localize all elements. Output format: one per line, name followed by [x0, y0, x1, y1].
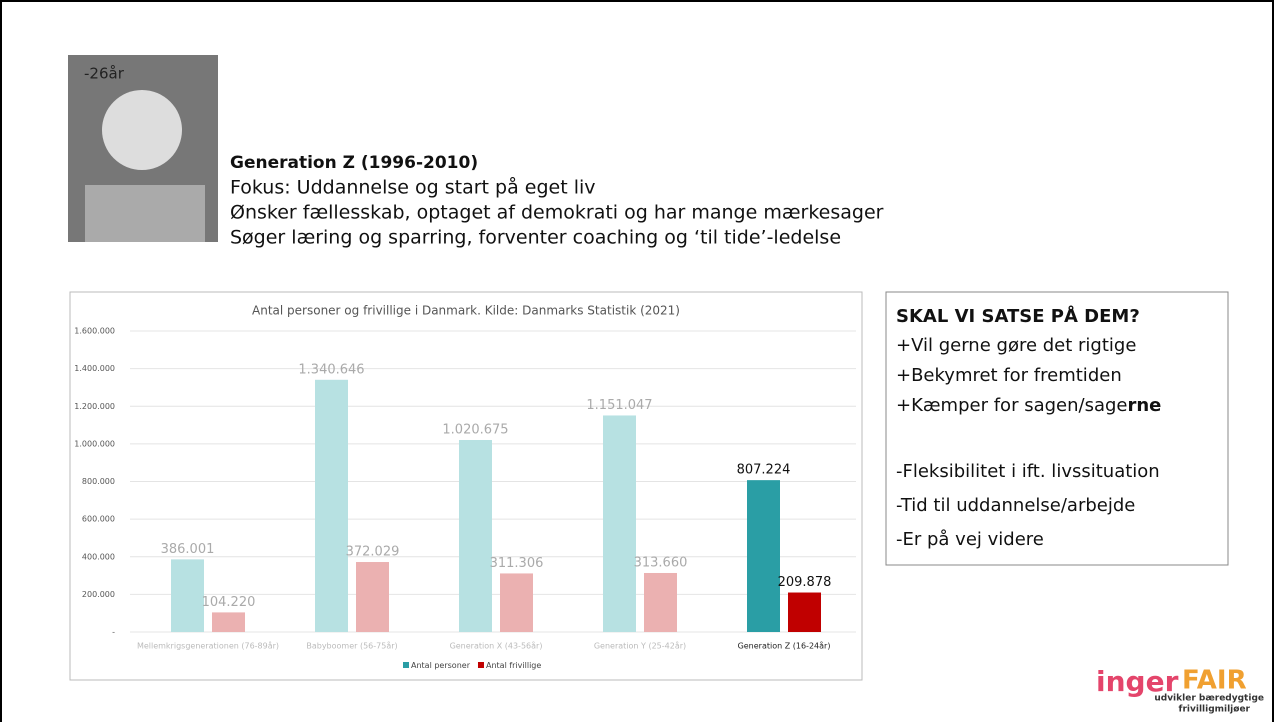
value-label: 311.306: [490, 556, 544, 571]
bar: [459, 439, 492, 632]
y-tick-label: 1.000.000: [74, 439, 115, 448]
y-tick-label: 1.200.000: [74, 402, 115, 411]
y-tick-label: 600.000: [82, 515, 115, 524]
photo-face: [102, 90, 182, 170]
value-label: 1.340.646: [298, 362, 364, 377]
legend-label: Antal frivillige: [486, 661, 541, 670]
value-label: 209.878: [778, 575, 832, 590]
legend-label: Antal personer: [411, 661, 471, 670]
value-label: 386.001: [161, 542, 215, 557]
pro-text: +Kæmper for sagen/sage: [896, 395, 1127, 416]
x-tick-label: Babyboomer (56-75år): [306, 641, 397, 651]
y-tick-label: -: [112, 628, 115, 637]
con-line: -Er på vej videre: [896, 529, 1044, 550]
photo-caption: -26år: [84, 65, 125, 83]
value-label: 1.020.675: [442, 422, 508, 437]
body-line: Fokus: Uddannelse og start på eget liv: [230, 176, 596, 199]
value-label: 104.220: [202, 595, 256, 610]
y-tick-label: 200.000: [82, 590, 115, 599]
body-line: Søger læring og sparring, forventer coac…: [230, 227, 841, 249]
bar: [788, 592, 821, 632]
logo-tagline: udvikler bæredygtige: [1154, 694, 1264, 704]
value-label: 313.660: [634, 555, 688, 570]
y-tick-label: 1.400.000: [74, 364, 115, 373]
textbox: [885, 291, 1229, 566]
photo-body: [85, 185, 205, 242]
y-tick-label: 1.600.000: [74, 327, 115, 336]
bar: [603, 415, 636, 632]
body-line: Ønsker fællesskab, optaget af demokrati …: [230, 202, 884, 224]
bar: [356, 562, 389, 632]
pro-line: +Kæmper for sagen/sagerne: [896, 395, 1161, 416]
bar: [212, 612, 245, 632]
chart: - 200.000 400.000 600.000 800.000 1.000.000 1.…: [74, 327, 856, 670]
bar: [747, 480, 780, 632]
x-tick-label: Generation X (43-56år): [450, 641, 543, 651]
con-line: -Tid til uddannelse/arbejde: [896, 495, 1135, 516]
value-label: 807.224: [737, 463, 791, 478]
x-tick-label: Generation Z (16-24år): [738, 641, 831, 651]
pro-line: +Bekymret for fremtiden: [896, 365, 1122, 386]
bar: [171, 559, 204, 632]
bar: [500, 573, 533, 632]
logo-word: inger: [1096, 665, 1179, 698]
textbox-heading: SKAL VI SATSE PÅ DEM?: [896, 304, 1140, 327]
value-label: 372.029: [346, 545, 400, 560]
pro-line: +Vil gerne gøre det rigtige: [896, 335, 1136, 356]
heading: Generation Z (1996-2010): [230, 153, 478, 173]
bar: [644, 572, 677, 632]
pro-bold: rne: [1127, 395, 1161, 416]
y-tick-label: 400.000: [82, 552, 115, 561]
value-label: 1.151.047: [586, 398, 652, 413]
logo-tagline: frivilligmiljøer: [1179, 705, 1251, 715]
chart-title: Antal personer og frivillige i Danmark. …: [252, 304, 680, 318]
bar: [315, 379, 348, 632]
x-tick-label: Generation Y (25-42år): [594, 641, 686, 651]
con-line: -Fleksibilitet i ift. livssituation: [896, 461, 1160, 482]
legend-swatch: [477, 662, 484, 668]
x-tick-label: Mellemkrigsgenerationen (76-89år): [137, 641, 279, 651]
logo-word: FAIR: [1182, 666, 1247, 696]
y-tick-label: 800.000: [82, 477, 115, 486]
legend-swatch: [403, 662, 409, 668]
